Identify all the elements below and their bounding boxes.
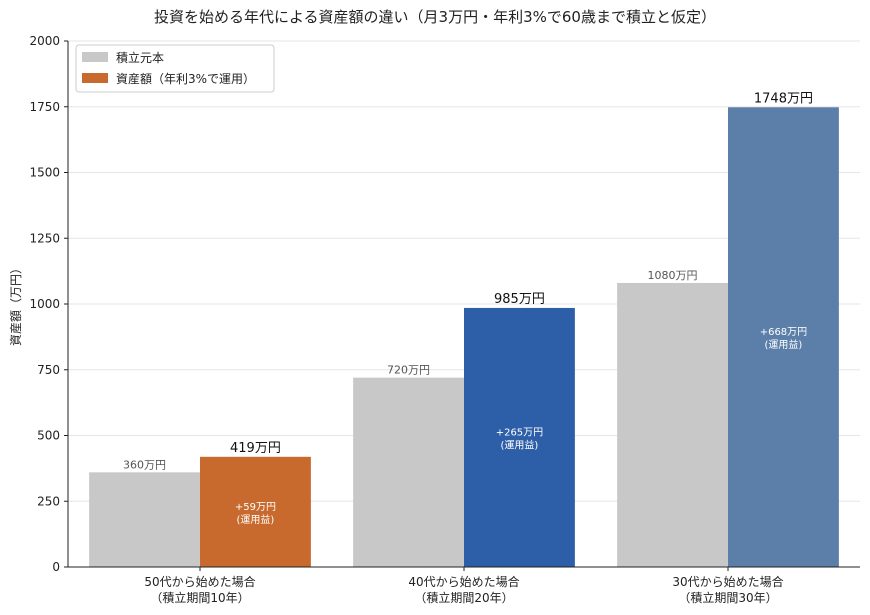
value-label-asset: 1748万円 [754, 91, 813, 106]
y-tick-label: 500 [37, 429, 60, 443]
value-label-principal: 720万円 [387, 364, 430, 377]
bar-principal [89, 472, 200, 567]
y-tick-label: 1000 [29, 297, 60, 311]
gain-label: +59万円 [235, 502, 276, 513]
y-tick-label: 0 [52, 560, 60, 574]
gain-label-sub: (運用益) [237, 513, 275, 526]
y-tick-label: 750 [37, 363, 60, 377]
gain-label: +265万円 [496, 427, 543, 438]
x-tick-label: 40代から始めた場合 [408, 574, 519, 589]
legend-swatch-asset [82, 73, 108, 83]
bar-asset [464, 307, 575, 567]
gain-label-sub: (運用益) [501, 438, 539, 451]
y-tick-label: 1250 [29, 231, 60, 245]
x-tick-label-sub: （積立期間10年） [150, 590, 249, 605]
y-tick-label: 1750 [29, 100, 60, 114]
legend: 積立元本 資産額（年利3%で運用） [75, 44, 275, 93]
y-tick-label: 1500 [29, 166, 60, 180]
gain-label-sub: (運用益) [765, 338, 803, 351]
bars: 360万円419万円+59万円(運用益)720万円985万円+265万円(運用益… [89, 91, 839, 567]
y-axis-label: 資産額（万円） [8, 262, 23, 346]
x-axis-ticks: 50代から始めた場合（積立期間10年） 40代から始めた場合（積立期間20年） 30… [144, 567, 784, 605]
legend-box [75, 44, 275, 93]
bar-principal [353, 377, 464, 567]
bar-principal [617, 282, 728, 567]
x-tick-label: 30代から始めた場合 [672, 574, 783, 589]
bar-asset [200, 456, 311, 567]
y-axis-ticks: 0 250 500 750 1000 1250 1500 1750 2000 [29, 34, 68, 574]
legend-swatch-principal [82, 52, 108, 62]
y-tick-label: 2000 [29, 34, 60, 48]
value-label-asset: 985万円 [494, 292, 545, 307]
value-label-principal: 360万円 [123, 458, 166, 471]
x-tick-label-sub: （積立期間30年） [678, 590, 777, 605]
legend-label-principal: 積立元本 [116, 50, 164, 65]
value-label-asset: 419万円 [230, 441, 281, 456]
value-label-principal: 1080万円 [648, 269, 698, 282]
y-tick-label: 250 [37, 494, 60, 508]
x-tick-label-sub: （積立期間20年） [414, 590, 513, 605]
bar-asset [728, 107, 839, 567]
legend-label-asset: 資産額（年利3%で運用） [116, 71, 255, 86]
gain-label: +668万円 [760, 327, 807, 338]
x-tick-label: 50代から始めた場合 [144, 574, 255, 589]
chart-title: 投資を始める年代による資産額の違い（月3万円・年利3%で60歳まで積立と仮定） [154, 8, 716, 26]
